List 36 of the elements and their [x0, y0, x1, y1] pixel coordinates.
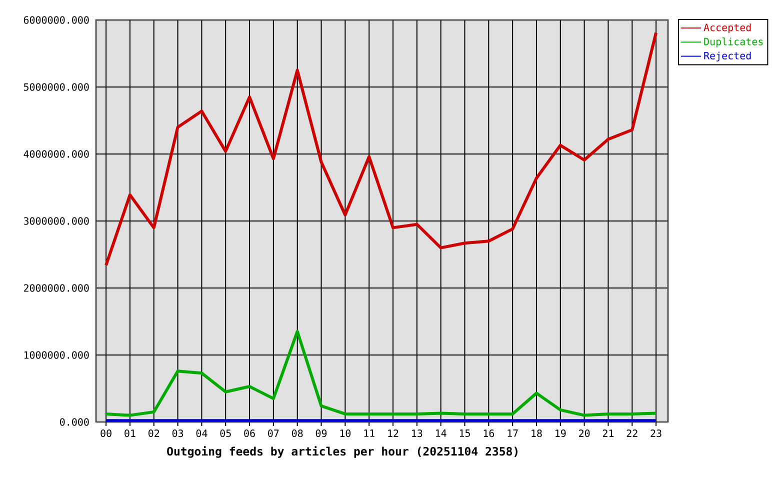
x-tick-label: 14 — [436, 430, 446, 437]
x-tick-label: 07 — [268, 430, 279, 438]
x-tick-label: 12 — [388, 430, 398, 437]
legend-label: Accepted — [704, 23, 751, 34]
x-tick-label: 02 — [148, 430, 160, 438]
x-tick-label: 15 — [460, 430, 470, 437]
y-tick-label: 0.000 — [60, 418, 89, 426]
x-tick-label: 22 — [626, 430, 638, 437]
x-tick-label: 23 — [650, 430, 662, 438]
y-tick-label: 4000000.000 — [24, 150, 89, 158]
x-tick-label: 03 — [172, 430, 184, 438]
x-tick-label: 10 — [340, 430, 351, 438]
x-tick-label: 13 — [412, 430, 422, 438]
x-axis-title: Outgoing feeds by articles per hour (20251104 2358) — [167, 446, 518, 458]
x-tick-label: 05 — [220, 430, 231, 438]
x-tick-label: 20 — [579, 430, 590, 438]
legend-label: Duplicates — [704, 38, 763, 48]
x-tick-label: 09 — [316, 430, 327, 438]
y-tick-label: 5000000.000 — [24, 83, 89, 91]
y-tick-label: 2000000.000 — [24, 284, 89, 292]
x-tick-label: 01 — [124, 430, 136, 438]
x-tick-label: 17 — [508, 430, 518, 437]
y-tick-label: 1000000.000 — [24, 351, 89, 359]
line-series — [104, 31, 658, 267]
x-tick-label: 16 — [484, 430, 494, 438]
x-tick-label: 11 — [364, 430, 374, 437]
x-tick-label: 19 — [556, 430, 566, 438]
x-tick-label: 00 — [100, 430, 112, 438]
x-tick-label: 04 — [196, 430, 208, 438]
x-tick-label: 18 — [532, 430, 542, 438]
y-tick-label: 3000000.000 — [24, 217, 89, 225]
x-tick-label: 06 — [244, 430, 255, 438]
legend-label: Rejected — [704, 52, 751, 62]
x-tick-label: 08 — [292, 430, 303, 438]
x-tick-label: 21 — [602, 430, 614, 437]
y-tick-label: 6000000.000 — [24, 16, 89, 24]
